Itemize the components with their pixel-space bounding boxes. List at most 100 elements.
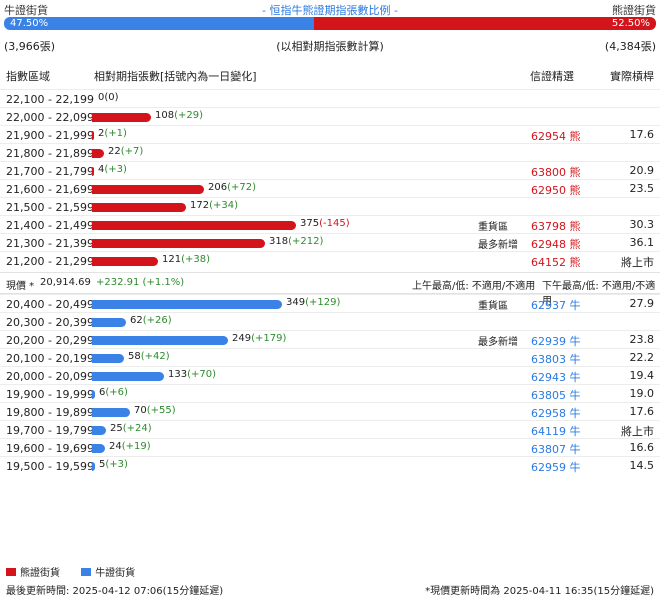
bull-table-row: 19,800 - 19,899 70(+55) 62958 牛 17.6: [0, 402, 660, 420]
featured-warrant-link[interactable]: 64152 熊: [531, 256, 581, 269]
leverage-value: 27.9: [629, 297, 655, 310]
qty-label: 2(+1): [98, 128, 127, 139]
bear-qty-bar: [92, 221, 296, 230]
qty-change: (+19): [121, 441, 151, 452]
current-price-change: +232.91 (+1.1%): [96, 277, 185, 288]
index-range: 21,900 - 21,999: [6, 129, 94, 142]
qty-label: 25(+24): [110, 423, 152, 434]
featured-warrant-link[interactable]: 63805 牛: [531, 389, 581, 402]
current-price-value: 20,914.69: [40, 277, 91, 288]
featured-warrant-link[interactable]: 64119 牛: [531, 425, 581, 438]
bull-qty-bar: [92, 300, 282, 309]
qty-change: (+24): [122, 423, 152, 434]
featured-warrant-link[interactable]: 62959 牛: [531, 461, 581, 474]
legend-bear-swatch: [6, 568, 16, 576]
last-update-time: 最後更新時間: 2025-04-12 07:06(15分鐘延遲): [6, 586, 224, 597]
qty-change: (+70): [187, 369, 216, 380]
bear-qty-bar: [92, 257, 158, 266]
featured-warrant-link[interactable]: 62948 熊: [531, 238, 581, 251]
column-header-leverage: 實際槓桿: [610, 70, 654, 83]
qty-change: (+7): [120, 146, 144, 157]
featured-warrant-link[interactable]: 63800 熊: [531, 166, 581, 179]
counts-row: (3,966張) (以相對期指張數計算) (4,384張): [0, 38, 660, 53]
qty-value: 375: [300, 218, 320, 229]
column-header-pick: 信證精選: [530, 70, 574, 83]
leverage-value: 30.3: [629, 218, 655, 231]
featured-warrant-link[interactable]: 62939 牛: [531, 335, 581, 348]
index-range: 20,000 - 20,099: [6, 370, 94, 383]
index-range: 20,300 - 20,399: [6, 316, 94, 329]
bull-table-row: 20,100 - 20,199 58(+42) 63803 牛 22.2: [0, 348, 660, 366]
qty-change: (+42): [140, 351, 170, 362]
bear-table-row: 22,100 - 22,199 0(0): [0, 89, 660, 107]
index-range: 21,700 - 21,799: [6, 165, 94, 178]
calc-note: (以相對期指張數計算): [276, 40, 384, 53]
bear-table-row: 21,800 - 21,899 22(+7): [0, 143, 660, 161]
bear-qty-bar: [92, 131, 94, 140]
index-range: 19,900 - 19,999: [6, 388, 94, 401]
zone-note: 重貨區: [478, 222, 508, 233]
qty-label: 206(+72): [208, 182, 256, 193]
current-price-label: 現價 *: [6, 281, 35, 292]
qty-value: 62: [130, 315, 143, 326]
featured-warrant-link[interactable]: 62950 熊: [531, 184, 581, 197]
index-range: 20,400 - 20,499: [6, 298, 94, 311]
bull-count: (3,966張): [4, 40, 56, 53]
featured-warrant-link[interactable]: 63807 牛: [531, 443, 581, 456]
zone-note: 最多新增: [478, 337, 518, 348]
legend: 熊證街貨 牛證街貨: [6, 564, 153, 579]
index-range: 20,100 - 20,199: [6, 352, 94, 365]
bear-pct-label: 52.50%: [611, 18, 650, 29]
featured-warrant-link[interactable]: 62954 熊: [531, 130, 581, 143]
bear-qty-bar: [92, 185, 204, 194]
bear-count: (4,384張): [604, 40, 656, 53]
qty-label: 318(+212): [269, 236, 323, 247]
leverage-value: 將上市: [621, 256, 654, 269]
qty-value: 133: [168, 369, 188, 380]
leverage-value: 19.4: [629, 369, 655, 382]
qty-change: (+55): [146, 405, 176, 416]
featured-warrant-link[interactable]: 62937 牛: [531, 299, 581, 312]
index-range: 19,600 - 19,699: [6, 442, 94, 455]
qty-value: 22: [108, 146, 121, 157]
leverage-value: 16.6: [629, 441, 655, 454]
index-range: 21,500 - 21,599: [6, 201, 94, 214]
index-range: 19,500 - 19,599: [6, 460, 94, 473]
index-range: 19,700 - 19,799: [6, 424, 94, 437]
legend-bear: 熊證街貨: [6, 564, 60, 579]
qty-change: (+1): [104, 128, 127, 139]
leverage-value: 23.8: [629, 333, 655, 346]
qty-change: (+129): [305, 297, 341, 308]
legend-bull-label: 牛證街貨: [95, 568, 136, 579]
featured-warrant-link[interactable]: 63798 熊: [531, 220, 581, 233]
chart-title: - 恒指牛熊證期指張數比例 -: [262, 4, 398, 17]
bull-table-row: 20,200 - 20,299 249(+179) 最多新增 62939 牛 23.8: [0, 330, 660, 348]
featured-warrant-link[interactable]: 62943 牛: [531, 371, 581, 384]
qty-change: (0): [104, 92, 119, 103]
zone-note: 最多新增: [478, 240, 518, 251]
qty-value: 58: [128, 351, 141, 362]
bear-qty-bar: [92, 203, 186, 212]
index-range: 21,200 - 21,299: [6, 255, 94, 268]
qty-value: 206: [208, 182, 228, 193]
qty-value: 5: [99, 459, 106, 470]
featured-warrant-link[interactable]: 62958 牛: [531, 407, 581, 420]
legend-bear-label: 熊證街貨: [20, 568, 60, 579]
qty-change: (+3): [104, 164, 127, 175]
leverage-value: 將上市: [621, 425, 654, 438]
qty-value: 172: [190, 200, 210, 211]
qty-value: 70: [134, 405, 147, 416]
qty-label: 6(+6): [99, 387, 128, 398]
bear-ratio-fill: 52.50%: [313, 17, 656, 30]
qty-value: 4: [98, 164, 105, 175]
qty-change: (+72): [227, 182, 256, 193]
bull-table-row: 20,000 - 20,099 133(+70) 62943 牛 19.4: [0, 366, 660, 384]
qty-label: 24(+19): [109, 441, 151, 452]
qty-value: 349: [286, 297, 306, 308]
bear-title: 熊證街貨: [612, 4, 656, 17]
pm-high-low: 下午最高/低: 不適用/不適用: [542, 281, 656, 307]
featured-warrant-link[interactable]: 63803 牛: [531, 353, 581, 366]
bear-table-row: 21,600 - 21,699 206(+72) 62950 熊 23.5: [0, 179, 660, 197]
bear-qty-bar: [92, 149, 104, 158]
bull-ratio-fill: 47.50%: [4, 17, 314, 30]
